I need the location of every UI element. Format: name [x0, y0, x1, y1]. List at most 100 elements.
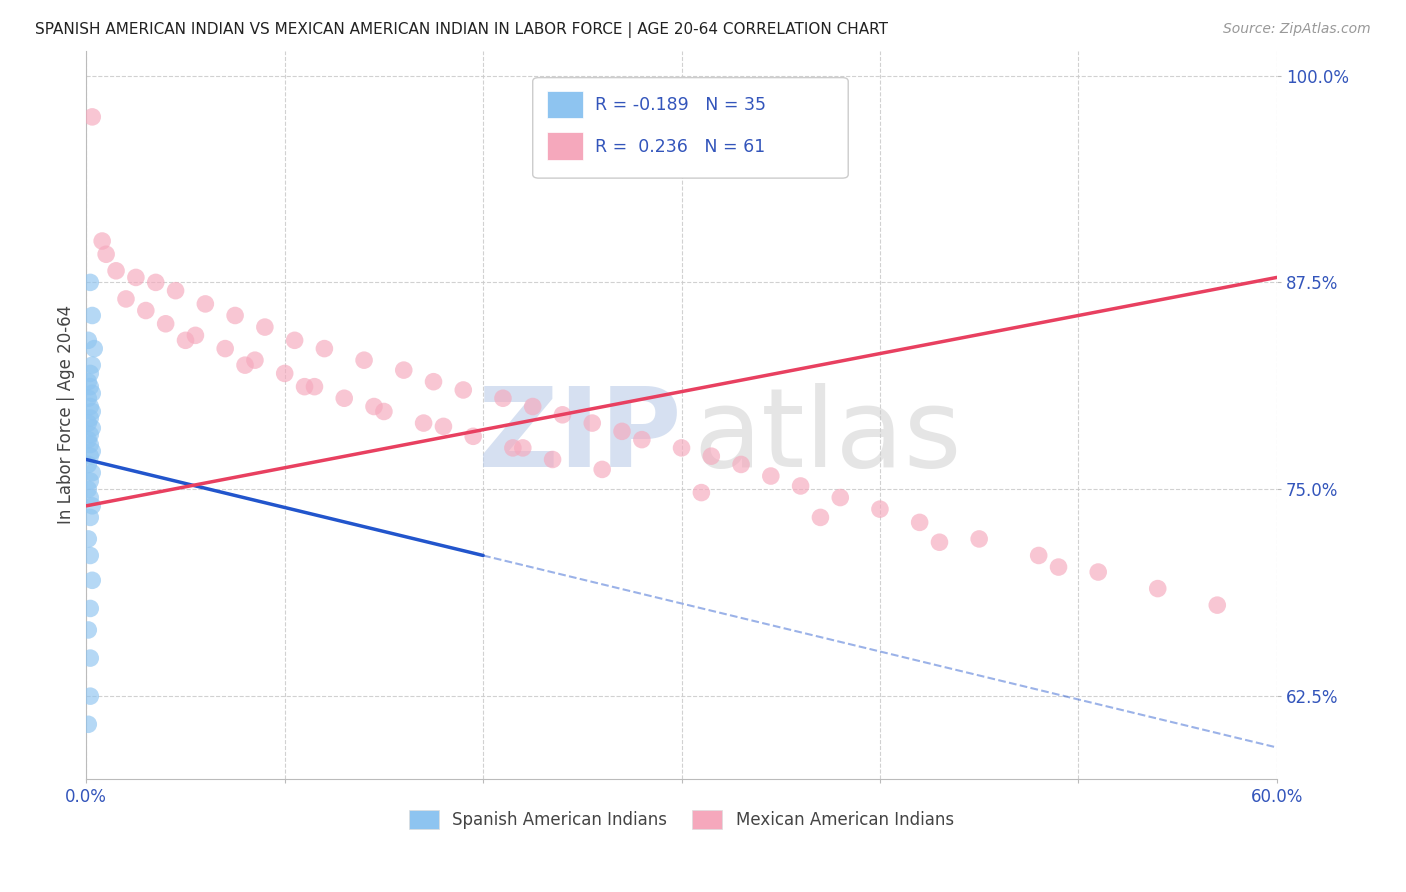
Point [79, 491, 101, 505]
Point [83, 342, 105, 356]
Text: atlas: atlas [693, 384, 962, 490]
Point [967, 532, 990, 546]
Point [145, 276, 167, 290]
Point [233, 358, 256, 372]
Point [79, 449, 101, 463]
Point [79, 411, 101, 425]
Point [77, 532, 100, 546]
Point [314, 342, 336, 356]
Point [830, 491, 852, 505]
Point [730, 458, 752, 472]
Point [82, 309, 104, 323]
Point [353, 353, 375, 368]
Point [77, 391, 100, 405]
FancyBboxPatch shape [547, 132, 582, 160]
Point [82, 110, 104, 124]
Point [522, 400, 544, 414]
Point [91, 234, 114, 248]
Point [79, 379, 101, 393]
Point [333, 391, 356, 405]
Point [373, 404, 395, 418]
Point [432, 419, 454, 434]
Point [94, 247, 117, 261]
Point [392, 363, 415, 377]
Point [82, 466, 104, 480]
Point [77, 375, 100, 389]
Point [631, 433, 654, 447]
Point [115, 292, 138, 306]
Point [512, 441, 534, 455]
Point [363, 400, 385, 414]
Point [105, 264, 128, 278]
Point [1028, 549, 1050, 563]
Point [1146, 582, 1168, 596]
Text: R = -0.189   N = 35: R = -0.189 N = 35 [595, 96, 766, 114]
Point [82, 386, 104, 401]
Point [294, 379, 316, 393]
Point [79, 427, 101, 442]
Point [492, 391, 515, 405]
Point [700, 449, 723, 463]
Point [273, 367, 295, 381]
Point [77, 623, 100, 637]
Point [79, 474, 101, 488]
Point [214, 342, 236, 356]
Point [671, 441, 693, 455]
Point [79, 601, 101, 615]
Point [928, 535, 950, 549]
Point [194, 297, 217, 311]
Point [184, 328, 207, 343]
Point [77, 483, 100, 497]
Point [79, 510, 101, 524]
Point [77, 717, 100, 731]
Point [82, 421, 104, 435]
Point [243, 353, 266, 368]
Point [453, 383, 475, 397]
Text: Source: ZipAtlas.com: Source: ZipAtlas.com [1223, 22, 1371, 37]
Point [412, 416, 434, 430]
Point [77, 334, 100, 348]
Point [502, 441, 524, 455]
Point [82, 574, 104, 588]
Point [1206, 598, 1229, 612]
Point [82, 444, 104, 458]
Point [79, 549, 101, 563]
Y-axis label: In Labor Force | Age 20-64: In Labor Force | Age 20-64 [58, 305, 75, 524]
Point [541, 452, 564, 467]
Point [77, 416, 100, 430]
Text: ZIP: ZIP [478, 384, 682, 490]
Point [284, 334, 307, 348]
Point [869, 502, 891, 516]
Point [610, 425, 633, 439]
Point [125, 270, 148, 285]
Point [304, 379, 326, 393]
Point [551, 408, 574, 422]
Point [422, 375, 444, 389]
Point [1047, 560, 1070, 574]
FancyBboxPatch shape [547, 91, 582, 119]
Point [155, 317, 177, 331]
Legend: Spanish American Indians, Mexican American Indians: Spanish American Indians, Mexican Americ… [402, 804, 960, 836]
Text: R =  0.236   N = 61: R = 0.236 N = 61 [595, 137, 765, 156]
Point [82, 358, 104, 372]
Point [79, 689, 101, 703]
Point [79, 651, 101, 665]
Point [82, 499, 104, 513]
Point [79, 367, 101, 381]
Text: SPANISH AMERICAN INDIAN VS MEXICAN AMERICAN INDIAN IN LABOR FORCE | AGE 20-64 CO: SPANISH AMERICAN INDIAN VS MEXICAN AMERI… [35, 22, 889, 38]
Point [759, 469, 782, 483]
Point [253, 320, 276, 334]
Point [79, 400, 101, 414]
Point [224, 309, 246, 323]
Point [690, 485, 713, 500]
Point [77, 433, 100, 447]
Point [77, 458, 100, 472]
Point [82, 404, 104, 418]
Point [174, 334, 197, 348]
Point [135, 303, 157, 318]
Point [79, 437, 101, 451]
Point [463, 429, 485, 443]
Point [79, 276, 101, 290]
Point [165, 284, 187, 298]
Point [1087, 565, 1109, 579]
